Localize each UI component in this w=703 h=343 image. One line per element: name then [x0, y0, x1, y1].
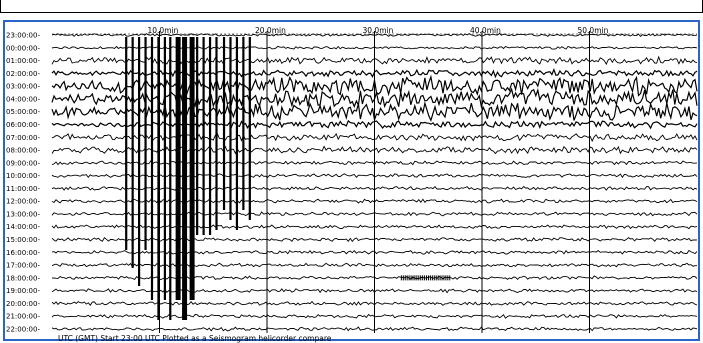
x-tick-label: 40.0min [470, 26, 501, 35]
footer-caption: UTC (GMT) Start 23:00 UTC Plotted as a S… [58, 334, 332, 343]
x-tick-label: 20.0min [255, 26, 286, 35]
event-burst [125, 37, 128, 250]
row-time-label: 04:00:00- [6, 95, 40, 103]
seismogram-trace [51, 32, 698, 38]
row-time-label: 07:00:00- [6, 134, 40, 142]
event-burst [163, 37, 166, 300]
event-burst [235, 37, 239, 230]
row-time-label: 10:00:00- [6, 172, 40, 180]
row-time-label: 12:00:00- [6, 198, 40, 206]
event-burst [175, 37, 181, 300]
event-burst [215, 37, 218, 230]
row-time-label: 03:00:00- [6, 83, 40, 91]
x-tick-label: 50.0min [578, 26, 609, 35]
event-burst [248, 37, 251, 220]
row-time-label: 20:00:00- [6, 300, 40, 308]
row-time-label: 00:00:00- [6, 44, 40, 52]
row-time-label: 01:00:00- [6, 57, 40, 65]
row-time-label: 17:00:00- [6, 262, 40, 270]
row-time-label: 06:00:00- [6, 121, 40, 129]
event-burst [182, 37, 188, 320]
row-time-label: 16:00:00- [6, 249, 40, 257]
row-time-label: 13:00:00- [6, 210, 40, 218]
row-time-label: 11:00:00- [6, 185, 40, 193]
x-tick-label: 10.0min [148, 26, 179, 35]
seismogram-trace [51, 326, 698, 332]
row-time-label: 18:00:00- [6, 274, 40, 282]
event-burst [189, 37, 195, 300]
event-burst [208, 37, 212, 235]
event-burst [157, 37, 160, 320]
event-burst [138, 37, 141, 286]
event-burst [131, 37, 134, 268]
event-burst [169, 37, 172, 320]
row-time-label: 14:00:00- [6, 223, 40, 231]
row-time-label: 19:00:00- [6, 287, 40, 295]
event-burst [202, 37, 205, 235]
event-burst [144, 37, 147, 250]
event-burst [229, 37, 232, 220]
event-burst [150, 37, 154, 300]
row-time-label: 09:00:00- [6, 159, 40, 167]
x-tick-label: 30.0min [363, 26, 394, 35]
row-time-label: 02:00:00- [6, 70, 40, 78]
row-time-label: 15:00:00- [6, 236, 40, 244]
event-burst [222, 37, 226, 210]
row-time-label: 05:00:00- [6, 108, 40, 116]
row-time-label: 08:00:00- [6, 147, 40, 155]
row-time-label: 23:00:00- [6, 32, 40, 40]
row-time-label: 21:00:00- [6, 313, 40, 321]
row-time-label: 22:00:00- [6, 326, 40, 334]
event-burst [196, 37, 199, 235]
event-burst [242, 37, 245, 210]
